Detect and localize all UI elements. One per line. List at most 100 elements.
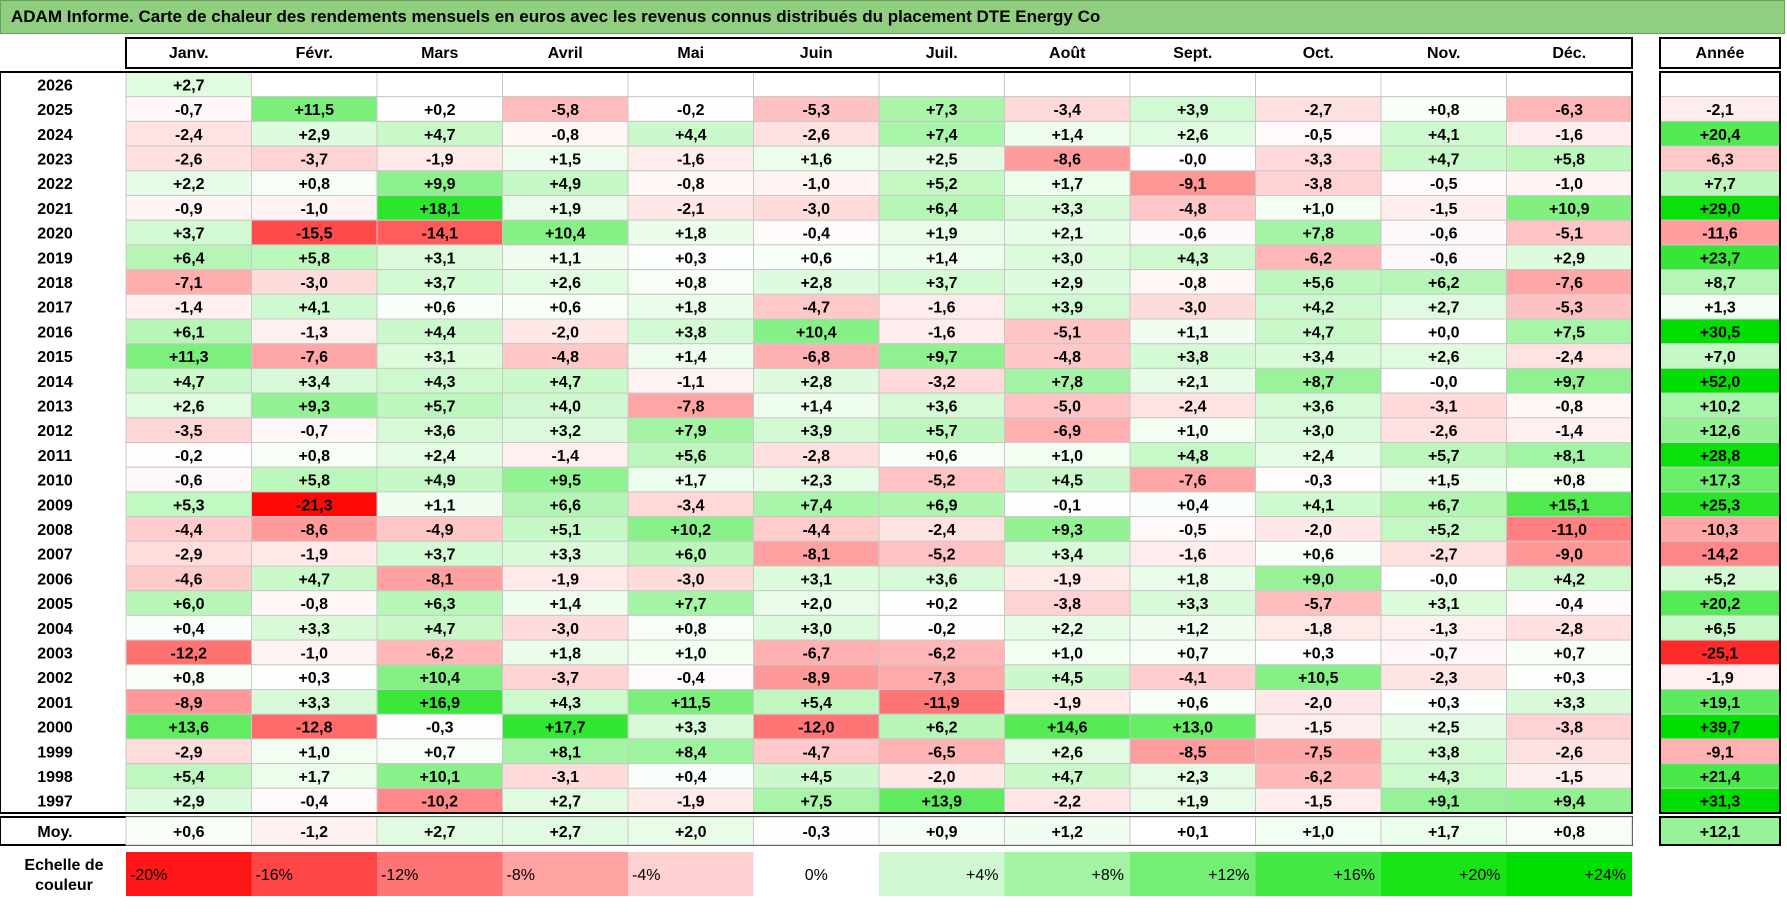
annual-cell [1659, 689, 1781, 715]
cell-value: -1,4 [551, 448, 579, 465]
heat-cell [1004, 664, 1131, 690]
heat-cell [1004, 170, 1131, 197]
cell-value: -12,2 [171, 645, 208, 662]
cell-value: -2,4 [175, 127, 203, 144]
heat-cell [753, 664, 880, 690]
average-cell [1004, 816, 1131, 846]
cell-value: +13,6 [169, 720, 210, 737]
annual-cell [1659, 318, 1781, 345]
heat-cell [502, 145, 629, 172]
cell-value: +5,7 [424, 398, 456, 415]
cell-value: +7,3 [926, 102, 958, 119]
cell-value: +5,8 [298, 473, 330, 490]
cell-value: +0,6 [1177, 695, 1209, 712]
cell-value: -15,5 [296, 226, 333, 243]
heat-cell [125, 713, 252, 740]
cell-value: +4,5 [800, 769, 832, 786]
cell-value: +5,4 [800, 695, 832, 712]
scale-label: -16% [256, 867, 293, 884]
heat-cell [1380, 787, 1507, 814]
cell-value: -1,9 [677, 794, 705, 811]
cell-value: +9,7 [1553, 374, 1585, 391]
cell-value: -2,6 [1555, 744, 1583, 761]
cell-value: +0,6 [926, 448, 958, 465]
cell-value: -7,1 [175, 275, 203, 292]
cell-value: -4,8 [1053, 349, 1081, 366]
heat-cell [376, 96, 503, 122]
heat-cell [502, 417, 629, 443]
year-label: 2001 [37, 695, 73, 712]
scale-swatch [628, 852, 754, 896]
cell-value: +0,4 [1177, 497, 1209, 514]
annual-value: +17,3 [1700, 473, 1741, 490]
heat-cell [125, 442, 252, 468]
cell-value: +2,6 [1428, 349, 1460, 366]
cell-value: +3,4 [298, 374, 330, 391]
title-bar: ADAM Informe. Carte de chaleur des rende… [0, 0, 1785, 34]
cell-value: +1,4 [675, 349, 707, 366]
cell-value: +2,0 [800, 596, 832, 613]
heat-cell [1506, 763, 1633, 789]
cell-value: +5,8 [1553, 151, 1585, 168]
heat-cell [502, 491, 629, 518]
cell-value: +2,6 [173, 398, 205, 415]
heat-cell [502, 639, 629, 666]
heat-cell [1004, 540, 1131, 567]
cell-value: -7,6 [300, 349, 328, 366]
heat-cell [1380, 689, 1507, 715]
year-label: 2003 [37, 645, 73, 662]
heat-cell [251, 120, 378, 147]
cell-value: -5,8 [551, 102, 579, 119]
annual-value: +21,4 [1700, 769, 1741, 786]
heat-cell [1129, 367, 1256, 394]
average-cell [125, 816, 252, 846]
heat-cell [376, 442, 503, 468]
cell-value: -8,9 [175, 695, 203, 712]
cell-value: +9,4 [1553, 794, 1585, 811]
heat-cell [251, 689, 378, 715]
year-label: 2013 [37, 398, 73, 415]
scale-swatch [502, 852, 628, 896]
year-label: 2020 [37, 226, 73, 243]
heat-cell [1004, 763, 1131, 789]
heat-cell [1129, 145, 1256, 172]
heat-cell [502, 565, 629, 592]
scale-swatch [879, 852, 1005, 896]
cell-value: +9,9 [424, 176, 456, 193]
cell-value: -3,8 [1555, 720, 1583, 737]
cell-value: -5,1 [1053, 324, 1081, 341]
cell-value: +11,3 [169, 349, 209, 366]
cell-value: +0,3 [1428, 695, 1460, 712]
cell-value: +1,0 [1051, 448, 1083, 465]
cell-value: -1,4 [1555, 423, 1583, 440]
cell-value: -1,0 [300, 201, 328, 218]
heat-cell [1255, 664, 1382, 690]
heat-cell [1004, 145, 1131, 172]
cell-value: +3,2 [549, 423, 581, 440]
cell-value: -2,0 [1304, 695, 1332, 712]
cell-value: -6,2 [426, 645, 454, 662]
cell-value: +3,9 [1051, 300, 1083, 317]
cell-value: -0,0 [1430, 374, 1458, 391]
heat-cell [1004, 442, 1131, 468]
year-label: 1998 [37, 769, 73, 786]
heat-cell [502, 244, 629, 271]
cell-value: +7,4 [800, 497, 832, 514]
scale-label: +8% [1092, 867, 1124, 884]
cell-value: +4,7 [1428, 151, 1460, 168]
heat-cell [251, 713, 378, 740]
cell-value: +0,3 [675, 250, 707, 267]
cell-value: +1,5 [1428, 473, 1460, 490]
cell-value: -2,8 [1555, 621, 1583, 638]
heat-cell [376, 763, 503, 789]
heat-cell [125, 417, 252, 443]
average-cell [1380, 816, 1507, 846]
heat-cell [753, 763, 880, 789]
cell-value: +15,1 [1549, 497, 1590, 514]
average-cell [251, 816, 378, 846]
cell-value: +3,0 [1051, 250, 1083, 267]
heat-cell [878, 367, 1005, 394]
cell-value: +4,3 [1177, 250, 1209, 267]
heat-cell [125, 590, 252, 616]
average-value: +1,7 [1428, 824, 1460, 841]
